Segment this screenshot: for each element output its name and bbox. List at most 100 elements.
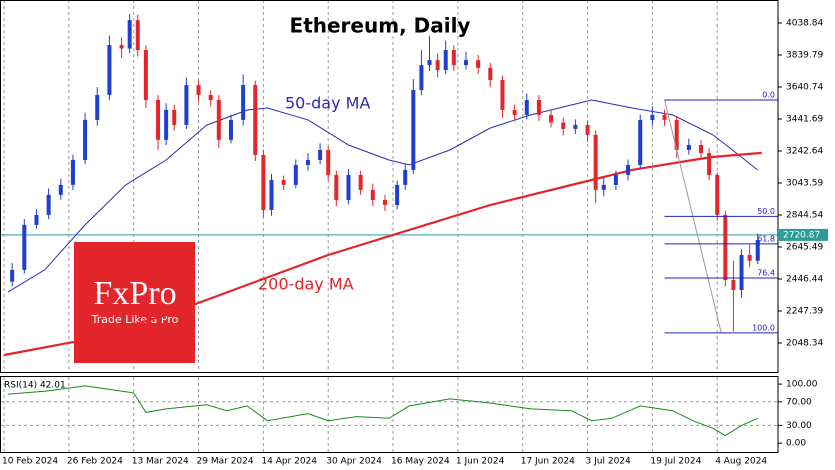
candle-body [370,189,375,200]
y-tick-label: 3640.74 [786,83,823,93]
x-tick-label: 14 Apr 2024 [261,457,317,467]
candle-body [196,85,201,96]
candle-body [395,184,400,205]
candle-body [674,119,679,150]
candle-body [261,154,266,210]
candle-body [427,60,432,66]
candle-body [512,109,517,115]
fib-level-label: 61.8 [757,234,775,243]
candle-body [164,109,169,140]
candle-body [715,174,720,215]
y-tick-label: 2048.34 [786,339,823,349]
rsi-line [8,385,758,437]
x-tick-label: 30 Apr 2024 [326,457,382,467]
y-tick-label: 2247.39 [786,307,823,317]
candle-body [699,145,704,154]
candle-body [135,20,140,50]
x-tick-label: 3 Jul 2024 [586,457,631,467]
moving-average-label: 200-day MA [258,275,354,294]
candle-body [739,254,744,291]
x-tick-label: 4 Aug 2024 [715,457,767,467]
candle-body [172,109,177,125]
candle-body [755,240,760,261]
candle-body [585,124,590,135]
candle-body [451,49,456,66]
x-tick-label: 19 Jul 2024 [650,457,701,467]
candle-body [561,122,566,129]
fib-level-label: 100.0 [752,323,775,332]
candle-body [488,67,493,81]
candle-body [334,174,339,200]
candle-body [419,65,424,91]
candle-body [707,153,712,175]
candle-body [593,134,598,190]
x-tick-label: 17 Jun 2024 [521,457,575,467]
logo-box [74,242,195,363]
candle-body [403,169,408,185]
candle-body [731,280,736,291]
candle-body [662,114,667,120]
candle-body [638,119,643,165]
candle-body [119,45,124,49]
candle-body [536,99,541,115]
candle-body [463,60,468,66]
candle-body [476,60,481,68]
logo-name: FxPro [93,275,176,312]
x-tick-label: 26 Feb 2024 [67,457,123,467]
y-tick-label: 3441.69 [786,115,823,125]
candle-body [228,119,233,140]
candle-body [184,85,189,125]
candle-body [650,114,655,120]
candle-body [443,49,448,71]
candle-body [22,224,27,270]
logo: FxPro Trade Like a Pro [74,242,195,363]
candle-body [156,99,161,140]
y-tick-label: 3839.79 [786,51,823,61]
logo-tagline: Trade Like a Pro [91,313,179,326]
candle-body [269,179,274,210]
last-price-label: 2720.87 [783,230,820,240]
candle-body [435,60,440,71]
moving-average-line [7,99,759,293]
candle-body [500,80,505,110]
candle-body [326,149,331,175]
y-tick-label: 4038.84 [786,19,823,29]
candle-body [281,179,286,185]
candle-body [747,254,752,261]
candle-body [107,45,112,96]
chart-title: Ethereum, Daily [290,14,471,38]
candle-body [216,99,221,140]
candle-body [95,95,100,120]
x-tick-label: 16 May 2024 [391,457,450,467]
x-tick-label: 13 Mar 2024 [132,457,189,467]
y-tick-label: 2446.44 [786,275,823,285]
candle-body [686,145,691,150]
rsi-tick-label: 100.00 [786,380,818,390]
candle-body [346,174,351,200]
rsi-label: RSI(14) 42.01 [4,381,66,391]
candle-body [601,184,606,190]
candle-body [46,194,51,215]
candle-body [293,164,298,185]
candle-body [626,164,631,175]
y-tick-label: 3242.64 [786,147,823,157]
candle-body [411,90,416,170]
rsi-tick-label: 70.00 [786,397,812,407]
rsi-tick-label: 0.00 [786,439,806,449]
candle-body [143,49,148,100]
last-price-tag [778,228,828,241]
y-tick-label: 2844.54 [786,211,823,221]
fib-level-label: 76.4 [757,268,775,277]
fib-level-label: 50.0 [757,207,775,216]
moving-average-line [3,151,762,357]
candle-body [83,119,88,160]
candle-body [58,184,63,195]
candle-body [70,159,75,185]
rsi-frame [0,376,779,453]
candle-body [573,124,578,129]
candle-body [10,269,15,282]
candle-body [723,214,728,281]
candle-body [382,199,387,205]
candle-body [253,85,258,155]
